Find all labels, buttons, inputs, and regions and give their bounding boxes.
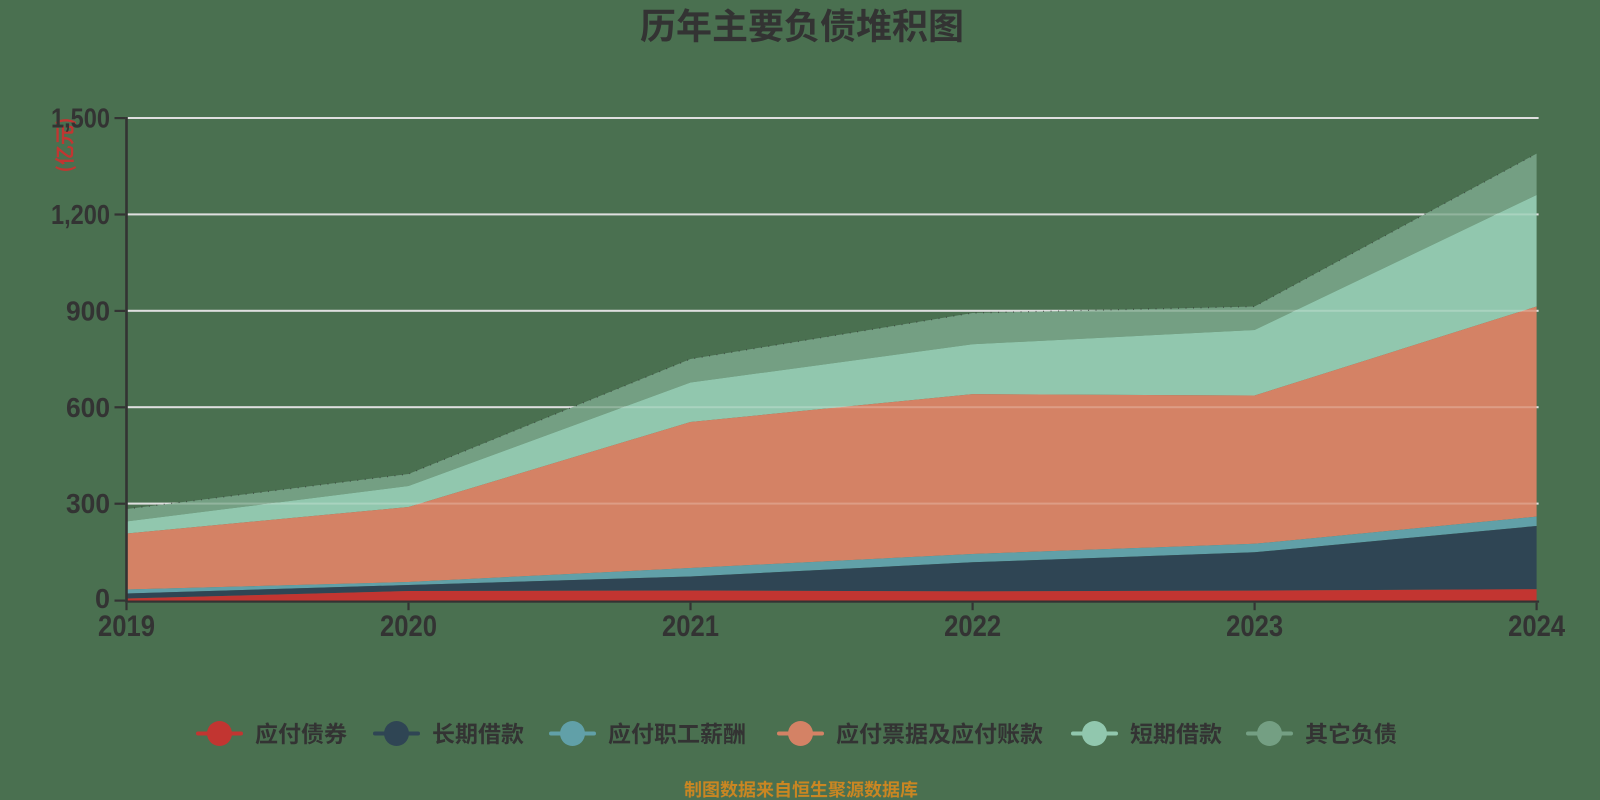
svg-text:2022: 2022 [944, 610, 1001, 643]
svg-text:300: 300 [66, 488, 110, 519]
svg-text:1,500: 1,500 [51, 103, 110, 134]
svg-text:900: 900 [66, 295, 110, 326]
svg-text:1,200: 1,200 [51, 199, 110, 230]
svg-text:600: 600 [66, 392, 110, 423]
svg-text:2019: 2019 [98, 610, 155, 643]
svg-text:2020: 2020 [380, 610, 437, 643]
svg-text:2021: 2021 [662, 610, 719, 643]
svg-text:0: 0 [95, 583, 110, 614]
svg-text:2023: 2023 [1226, 610, 1283, 643]
svg-text:2024: 2024 [1508, 610, 1565, 643]
